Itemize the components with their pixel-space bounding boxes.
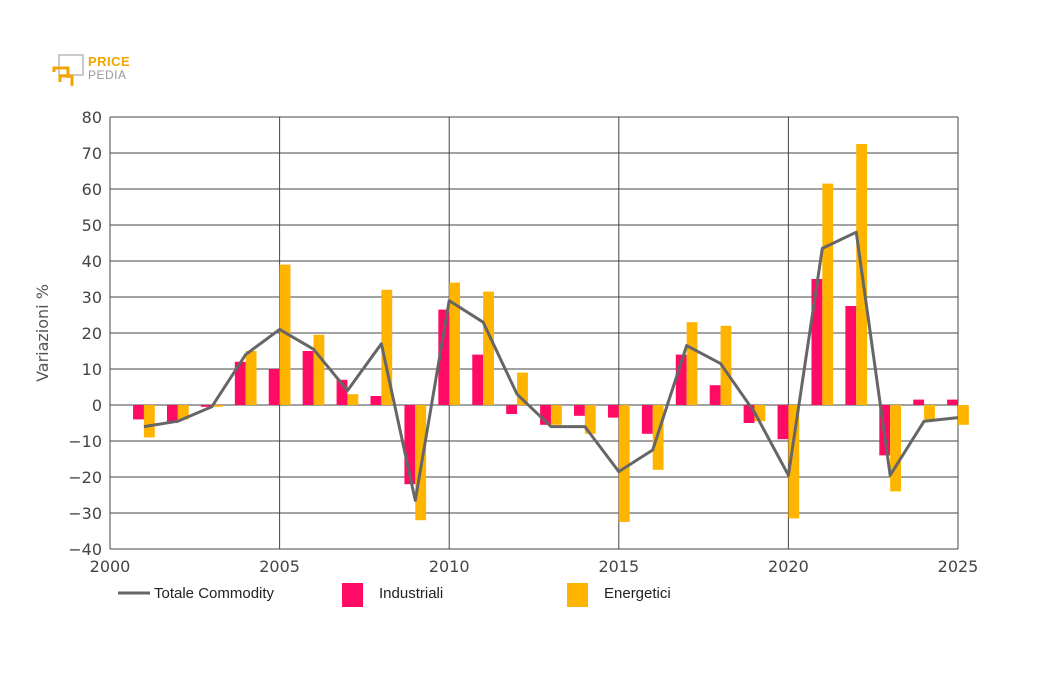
bar-industriali-2024 bbox=[913, 399, 925, 405]
y-tick-label: 40 bbox=[82, 252, 102, 271]
bar-energetici-2010 bbox=[449, 282, 461, 405]
legend-swatch-industriali bbox=[342, 583, 363, 607]
bar-industriali-2011 bbox=[472, 354, 484, 405]
legend-swatch-energetici bbox=[567, 583, 588, 607]
bar-industriali-2020 bbox=[777, 405, 789, 440]
bar-industriali-2017 bbox=[675, 354, 687, 405]
y-tick-label: 0 bbox=[92, 396, 102, 415]
bar-industriali-2008 bbox=[370, 396, 382, 405]
pricepedia-logo-mark bbox=[52, 54, 84, 86]
bar-industriali-2005 bbox=[268, 369, 280, 405]
bar-energetici-2017 bbox=[686, 322, 698, 405]
bar-energetici-2019 bbox=[754, 405, 766, 422]
bar-industriali-2006 bbox=[302, 351, 314, 405]
bar-energetici-2020 bbox=[788, 405, 800, 519]
bar-industriali-2015 bbox=[607, 405, 619, 418]
bar-energetici-2005 bbox=[279, 264, 291, 405]
y-tick-label: 30 bbox=[82, 288, 102, 307]
bar-industriali-2021 bbox=[811, 279, 823, 405]
bar-industriali-2016 bbox=[641, 405, 653, 434]
bar-energetici-2024 bbox=[924, 405, 935, 420]
legend-label-totale-commodity: Totale Commodity bbox=[154, 585, 275, 602]
bar-energetici-2007 bbox=[347, 394, 359, 405]
logo-word-price: PRICE bbox=[88, 54, 131, 69]
y-tick-label: 70 bbox=[82, 144, 102, 163]
bar-energetici-2018 bbox=[720, 325, 732, 405]
bar-energetici-2006 bbox=[313, 334, 325, 405]
pricepedia-logo: PRICE PEDIA bbox=[52, 52, 162, 94]
bar-energetici-2023 bbox=[890, 405, 902, 492]
bar-energetici-2004 bbox=[245, 351, 257, 405]
axes: −40 −30 −20 −10 0 10 20 30 40 50 60 70 80 2000 2005 201… bbox=[68, 108, 978, 576]
bar-energetici-2025 bbox=[958, 405, 969, 425]
logo-word-pedia: PEDIA bbox=[88, 68, 127, 82]
legend: Totale Commodity Industriali Energetici bbox=[118, 583, 671, 607]
x-tick-label: 2005 bbox=[259, 557, 300, 576]
bar-industriali-2013 bbox=[540, 405, 551, 425]
bar-industriali-2019 bbox=[743, 405, 755, 423]
y-tick-label: −30 bbox=[68, 504, 102, 523]
bar-energetici-2014 bbox=[584, 405, 596, 434]
bar-industriali-2010 bbox=[438, 309, 450, 405]
x-tick-label: 2015 bbox=[598, 557, 639, 576]
y-tick-label: 60 bbox=[82, 180, 102, 199]
bar-industriali-2001 bbox=[133, 405, 144, 420]
bar-industriali-2012 bbox=[506, 405, 518, 414]
bar-industriali-2004 bbox=[234, 361, 246, 405]
bar-industriali-2022 bbox=[845, 306, 857, 405]
bar-energetici-2003 bbox=[211, 405, 223, 407]
y-tick-label: 10 bbox=[82, 360, 102, 379]
bar-energetici-2001 bbox=[143, 405, 155, 438]
bar-industriali-2018 bbox=[709, 385, 721, 405]
x-tick-label: 2025 bbox=[938, 557, 979, 576]
bar-energetici-2008 bbox=[381, 289, 393, 405]
y-tick-label: 80 bbox=[82, 108, 102, 127]
bar-energetici-2021 bbox=[822, 183, 834, 405]
legend-label-industriali: Industriali bbox=[379, 585, 443, 602]
bar-industriali-2025 bbox=[947, 399, 958, 405]
line-totale-commodity bbox=[143, 230, 959, 502]
bar-energetici-2013 bbox=[550, 405, 562, 425]
y-axis-title: Variazioni % bbox=[33, 284, 52, 382]
y-tick-label: 20 bbox=[82, 324, 102, 343]
bar-industriali-2014 bbox=[574, 405, 585, 416]
x-tick-label: 2010 bbox=[429, 557, 470, 576]
bar-industriali-2007 bbox=[336, 379, 348, 405]
total-line-layer bbox=[143, 230, 959, 502]
y-tick-label: −40 bbox=[68, 540, 102, 559]
bar-energetici-2012 bbox=[517, 372, 528, 405]
x-tick-label: 2020 bbox=[768, 557, 809, 576]
y-tick-label: −10 bbox=[68, 432, 102, 451]
y-tick-label: 50 bbox=[82, 216, 102, 235]
bar-energetici-2011 bbox=[483, 291, 494, 405]
bar-energetici-2002 bbox=[177, 405, 189, 420]
bar-industriali-2003 bbox=[200, 405, 212, 407]
x-tick-label: 2000 bbox=[90, 557, 131, 576]
bar-industriali-2002 bbox=[166, 405, 178, 423]
bar-industriali-2009 bbox=[404, 405, 416, 485]
y-tick-label: −20 bbox=[68, 468, 102, 487]
bar-energetici-2015 bbox=[618, 405, 630, 522]
legend-label-energetici: Energetici bbox=[604, 585, 671, 602]
